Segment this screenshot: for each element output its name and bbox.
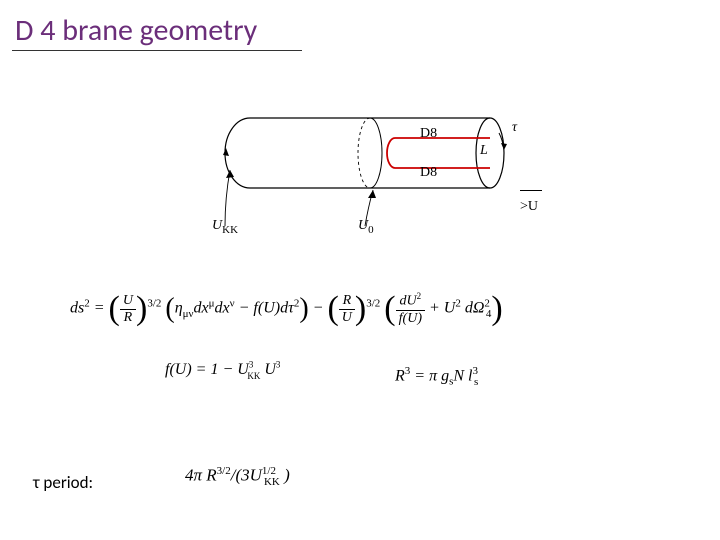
metric-equation: ds2 = (UR)3/2 (ημνdxμdxν − f(U)dτ2) − (R… [70,290,503,328]
fU-equation: f(U) = 1 − U3KK U3 [165,360,280,381]
u0-label: U0 [358,218,374,236]
brane-diagram: τ L D8 D8 UKK U0 >U [190,98,550,228]
d8-top-label: D8 [420,126,437,142]
d8-bot-label: D8 [420,165,437,181]
title-underline [12,50,302,51]
period-equation: 4π R3/2/(3U1/2KK ) [185,465,290,488]
u-axis-label: >U [520,183,550,215]
R3-equation: R3 = π gsN l3s [395,365,478,388]
period-label: τ period: [33,472,93,493]
ukk-label: UKK [212,218,238,236]
page-title: D 4 brane geometry [15,12,257,51]
tau-label: τ [512,120,517,136]
l-label: L [480,143,488,159]
